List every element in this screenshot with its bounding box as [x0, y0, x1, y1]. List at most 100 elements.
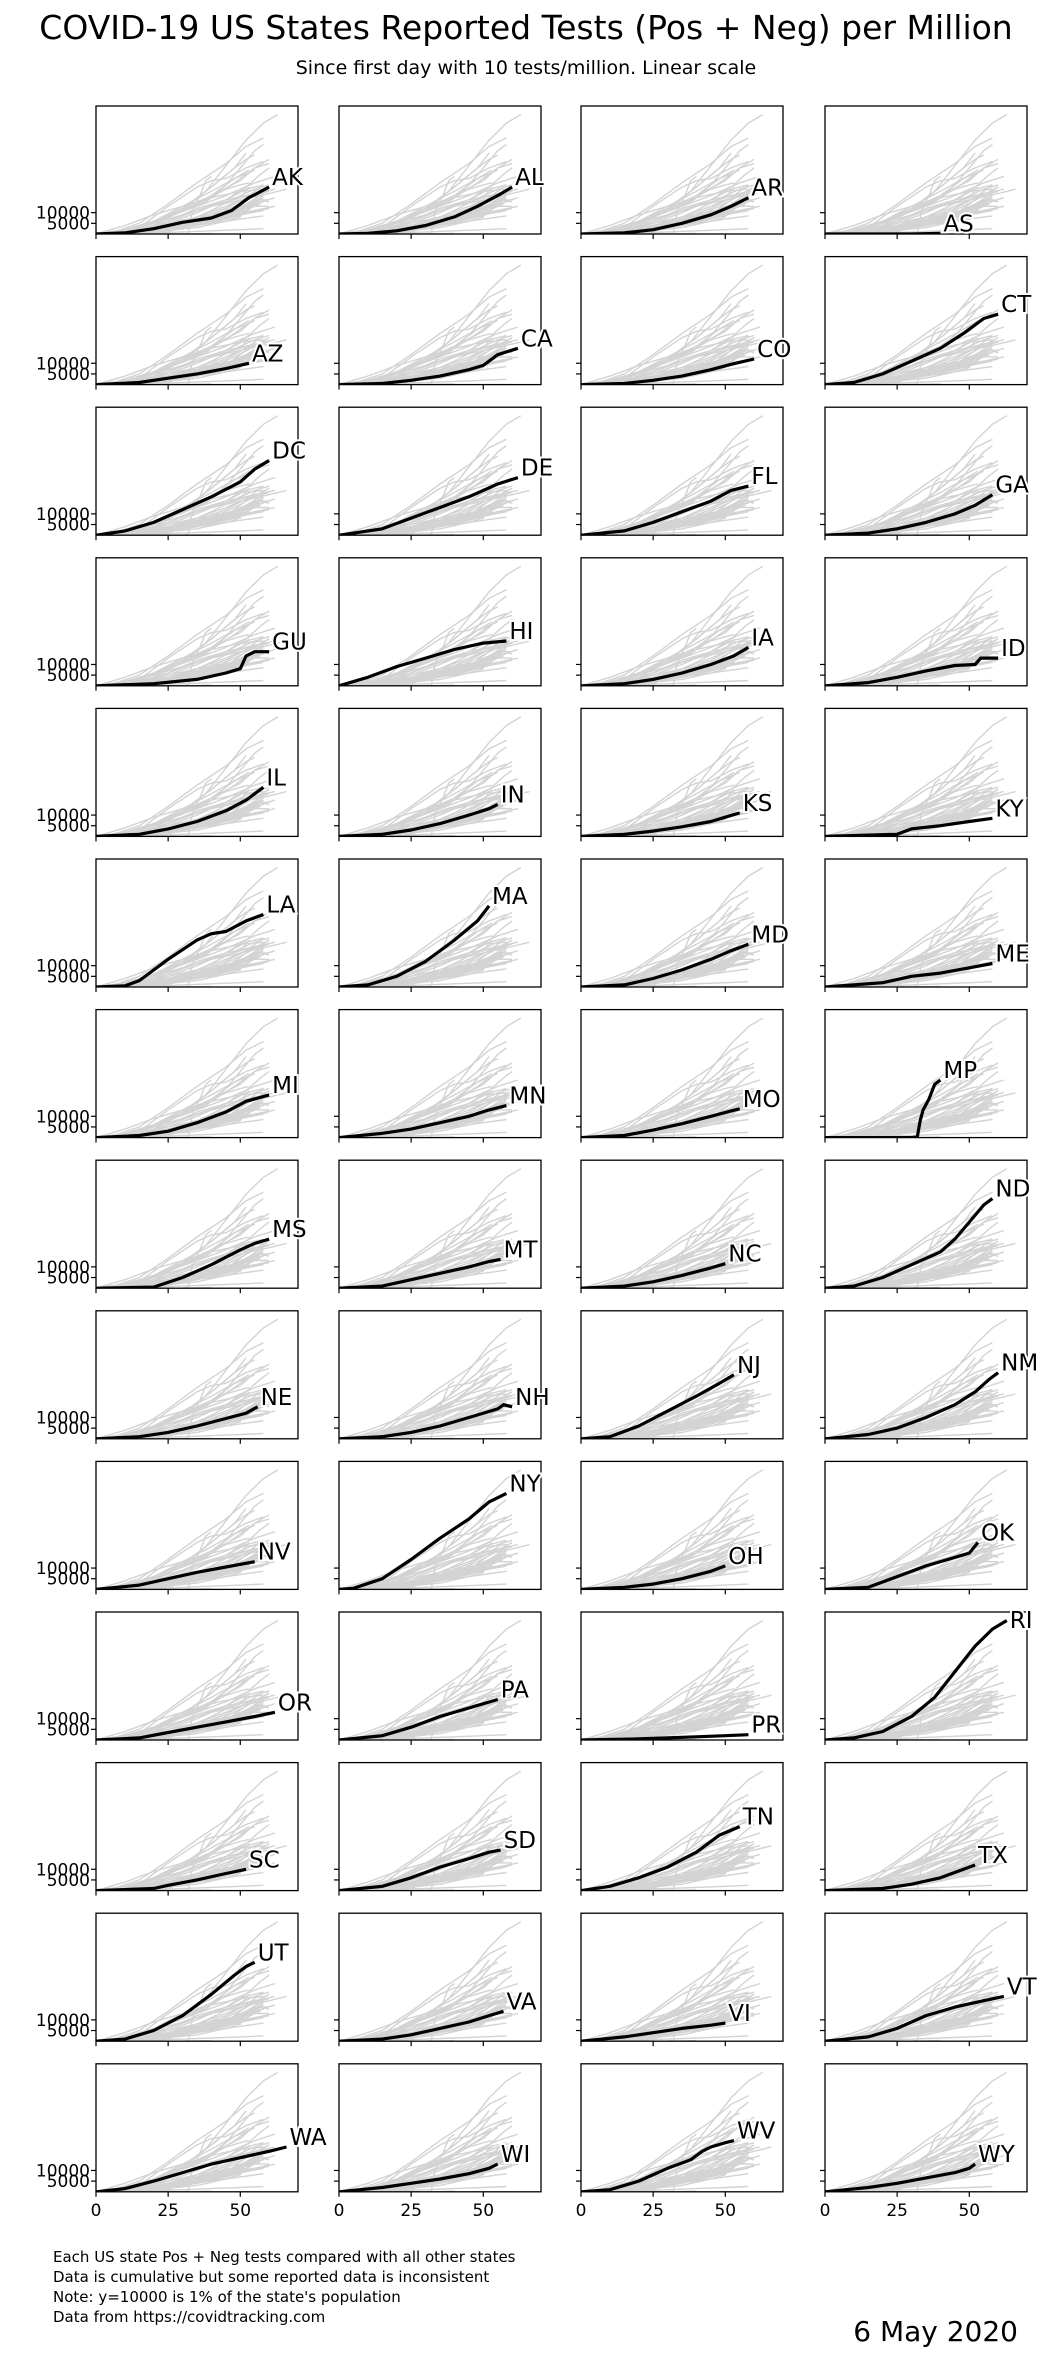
- background-line-wy: [581, 1862, 732, 1891]
- background-series: [825, 1921, 1016, 2042]
- background-line-wa: [96, 640, 287, 686]
- highlight-line-md: [581, 942, 749, 987]
- panel-ar: AR: [576, 105, 785, 239]
- background-series: [96, 866, 287, 987]
- background-line-wv: [96, 1386, 250, 1439]
- x-tick-label: 0: [334, 2201, 345, 2221]
- background-line-pr: [581, 830, 749, 837]
- axes-frame: [95, 707, 299, 838]
- highlight-line-wv: [581, 2139, 735, 2192]
- axes-frame: [580, 1761, 784, 1892]
- background-line-wa: [581, 790, 772, 837]
- background-line-wv: [96, 332, 250, 385]
- panel-va: VA: [334, 1912, 542, 2047]
- panel-ca: CA: [334, 255, 555, 390]
- background-line-wv: [581, 1236, 735, 1289]
- highlight-line-nc: [581, 1262, 726, 1289]
- background-series: [96, 1017, 287, 1138]
- background-line-wv: [96, 633, 250, 686]
- background-line-pr: [825, 529, 993, 536]
- panel-nm: NM: [820, 1310, 1040, 1444]
- panel-nj: NJ: [576, 1310, 784, 1444]
- y-tick-label: 10000: [36, 655, 90, 675]
- panel-wv: 0 25 50 WV: [576, 2063, 784, 2221]
- axes-frame: [580, 406, 784, 536]
- axes-frame: [95, 105, 299, 235]
- background-line-wv: [339, 784, 493, 837]
- highlight-line-ms: [96, 1237, 270, 1289]
- highlight-line-nm: [825, 1371, 1000, 1439]
- panel-vi: VI: [576, 1912, 784, 2047]
- state-label-pa: PA: [501, 1677, 529, 1703]
- highlight-line-pr: [581, 1733, 749, 1740]
- background-line-pr: [96, 1734, 264, 1740]
- axes-frame: [580, 1008, 784, 1139]
- background-series: [825, 1770, 1016, 1891]
- background-line-wa: [339, 1995, 530, 2042]
- background-series: [581, 716, 772, 837]
- background-line-wv: [581, 182, 735, 234]
- background-line-wy: [581, 205, 732, 234]
- panel-ny: NY: [334, 1460, 544, 1595]
- background-line-pr: [825, 679, 993, 686]
- background-series: [825, 2071, 1016, 2192]
- background-line-wy: [96, 1862, 247, 1891]
- background-line-wa: [96, 339, 287, 385]
- highlight-line-wy: [825, 2162, 977, 2192]
- highlight-line-vt: [825, 1994, 1005, 2042]
- state-label-ne: NE: [261, 1385, 293, 1411]
- background-line-pr: [339, 981, 507, 987]
- panel-ga: GA: [820, 406, 1031, 541]
- x-tick-label: 25: [642, 2201, 664, 2221]
- x-tick-label: 0: [820, 2201, 831, 2221]
- background-line-pr: [96, 378, 264, 385]
- panel-nc: NC: [576, 1159, 784, 1294]
- background-series: [581, 113, 772, 234]
- axes-frame: [580, 2063, 784, 2193]
- highlight-line-or: [96, 1710, 276, 1740]
- background-line-pr: [825, 1734, 993, 1740]
- background-series: [581, 1318, 772, 1439]
- panel-as: AS: [820, 105, 1028, 239]
- background-line-pr: [581, 1583, 749, 1590]
- background-series: [339, 1017, 530, 1138]
- background-line-wa: [339, 1393, 530, 1439]
- axes-frame: [338, 1460, 542, 1591]
- background-line-pr: [339, 830, 507, 837]
- state-label-ak: AK: [272, 165, 304, 191]
- background-line-wy: [581, 2163, 732, 2192]
- background-line-wy: [96, 958, 247, 987]
- highlight-line-sc: [96, 1867, 247, 1891]
- highlight-line-sd: [339, 1848, 501, 1891]
- state-label-wi: WI: [501, 2142, 531, 2168]
- highlight-line-id: [825, 656, 999, 686]
- state-label-or: OR: [278, 1690, 312, 1716]
- highlight-line-nv: [96, 1560, 255, 1590]
- highlight-line-ak: [96, 185, 270, 234]
- background-line-pr: [339, 1432, 507, 1439]
- axes-frame: [95, 1912, 299, 2042]
- state-label-de: DE: [521, 456, 553, 482]
- state-label-wa: WA: [289, 2125, 326, 2151]
- state-label-nh: NH: [515, 1385, 550, 1411]
- background-line-pr: [825, 2035, 993, 2042]
- highlight-line-fl: [581, 484, 749, 536]
- background-series: [339, 1318, 530, 1439]
- background-line-wa: [96, 1092, 287, 1138]
- background-series: [96, 716, 287, 837]
- y-tick-label: 10000: [36, 1258, 90, 1278]
- highlight-line-tx: [825, 1863, 976, 1891]
- background-line-wy: [825, 356, 976, 385]
- background-series: [96, 2071, 279, 2192]
- state-label-az: AZ: [252, 341, 284, 367]
- background-line-pr: [581, 1884, 749, 1891]
- state-label-vi: VI: [728, 2001, 751, 2027]
- background-line-wv: [339, 633, 493, 686]
- panel-vt: VT: [820, 1912, 1040, 2047]
- axes-frame: [580, 255, 784, 386]
- background-line-wy: [825, 1109, 976, 1138]
- background-line-pr: [339, 2185, 507, 2192]
- highlight-line-gu: [96, 650, 270, 686]
